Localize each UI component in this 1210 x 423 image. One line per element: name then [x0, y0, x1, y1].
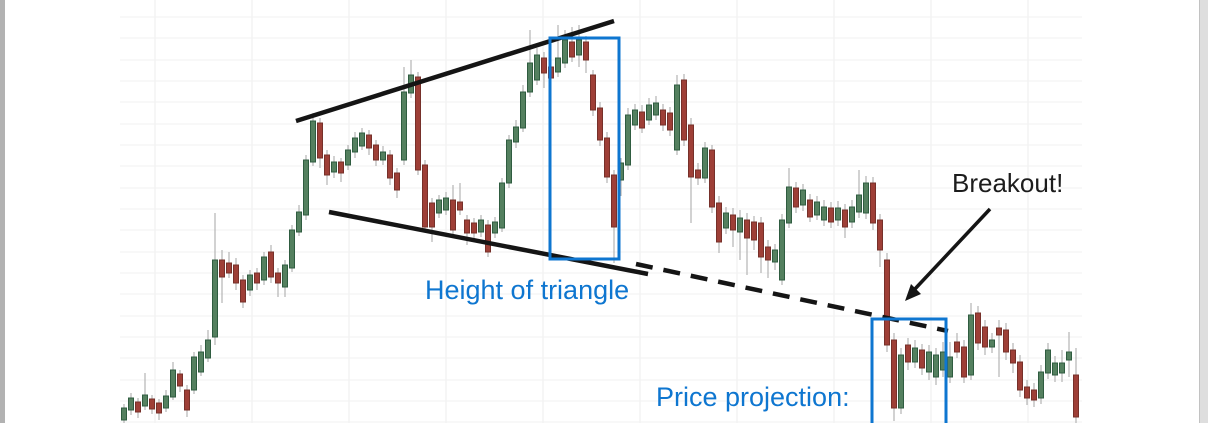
price-projection-rect	[870, 317, 948, 423]
breakout-arrow	[905, 207, 992, 301]
height-of-triangle-label: Height of triangle	[425, 275, 630, 305]
price-projection-label: Price projection:	[656, 382, 850, 412]
breakout-label: Breakout!	[952, 168, 1064, 198]
gridlines	[120, 0, 1082, 423]
window-left-border	[0, 0, 5, 423]
candles	[121, 25, 1079, 423]
window-right-border	[1199, 0, 1208, 423]
height-measure-rect	[548, 36, 621, 261]
